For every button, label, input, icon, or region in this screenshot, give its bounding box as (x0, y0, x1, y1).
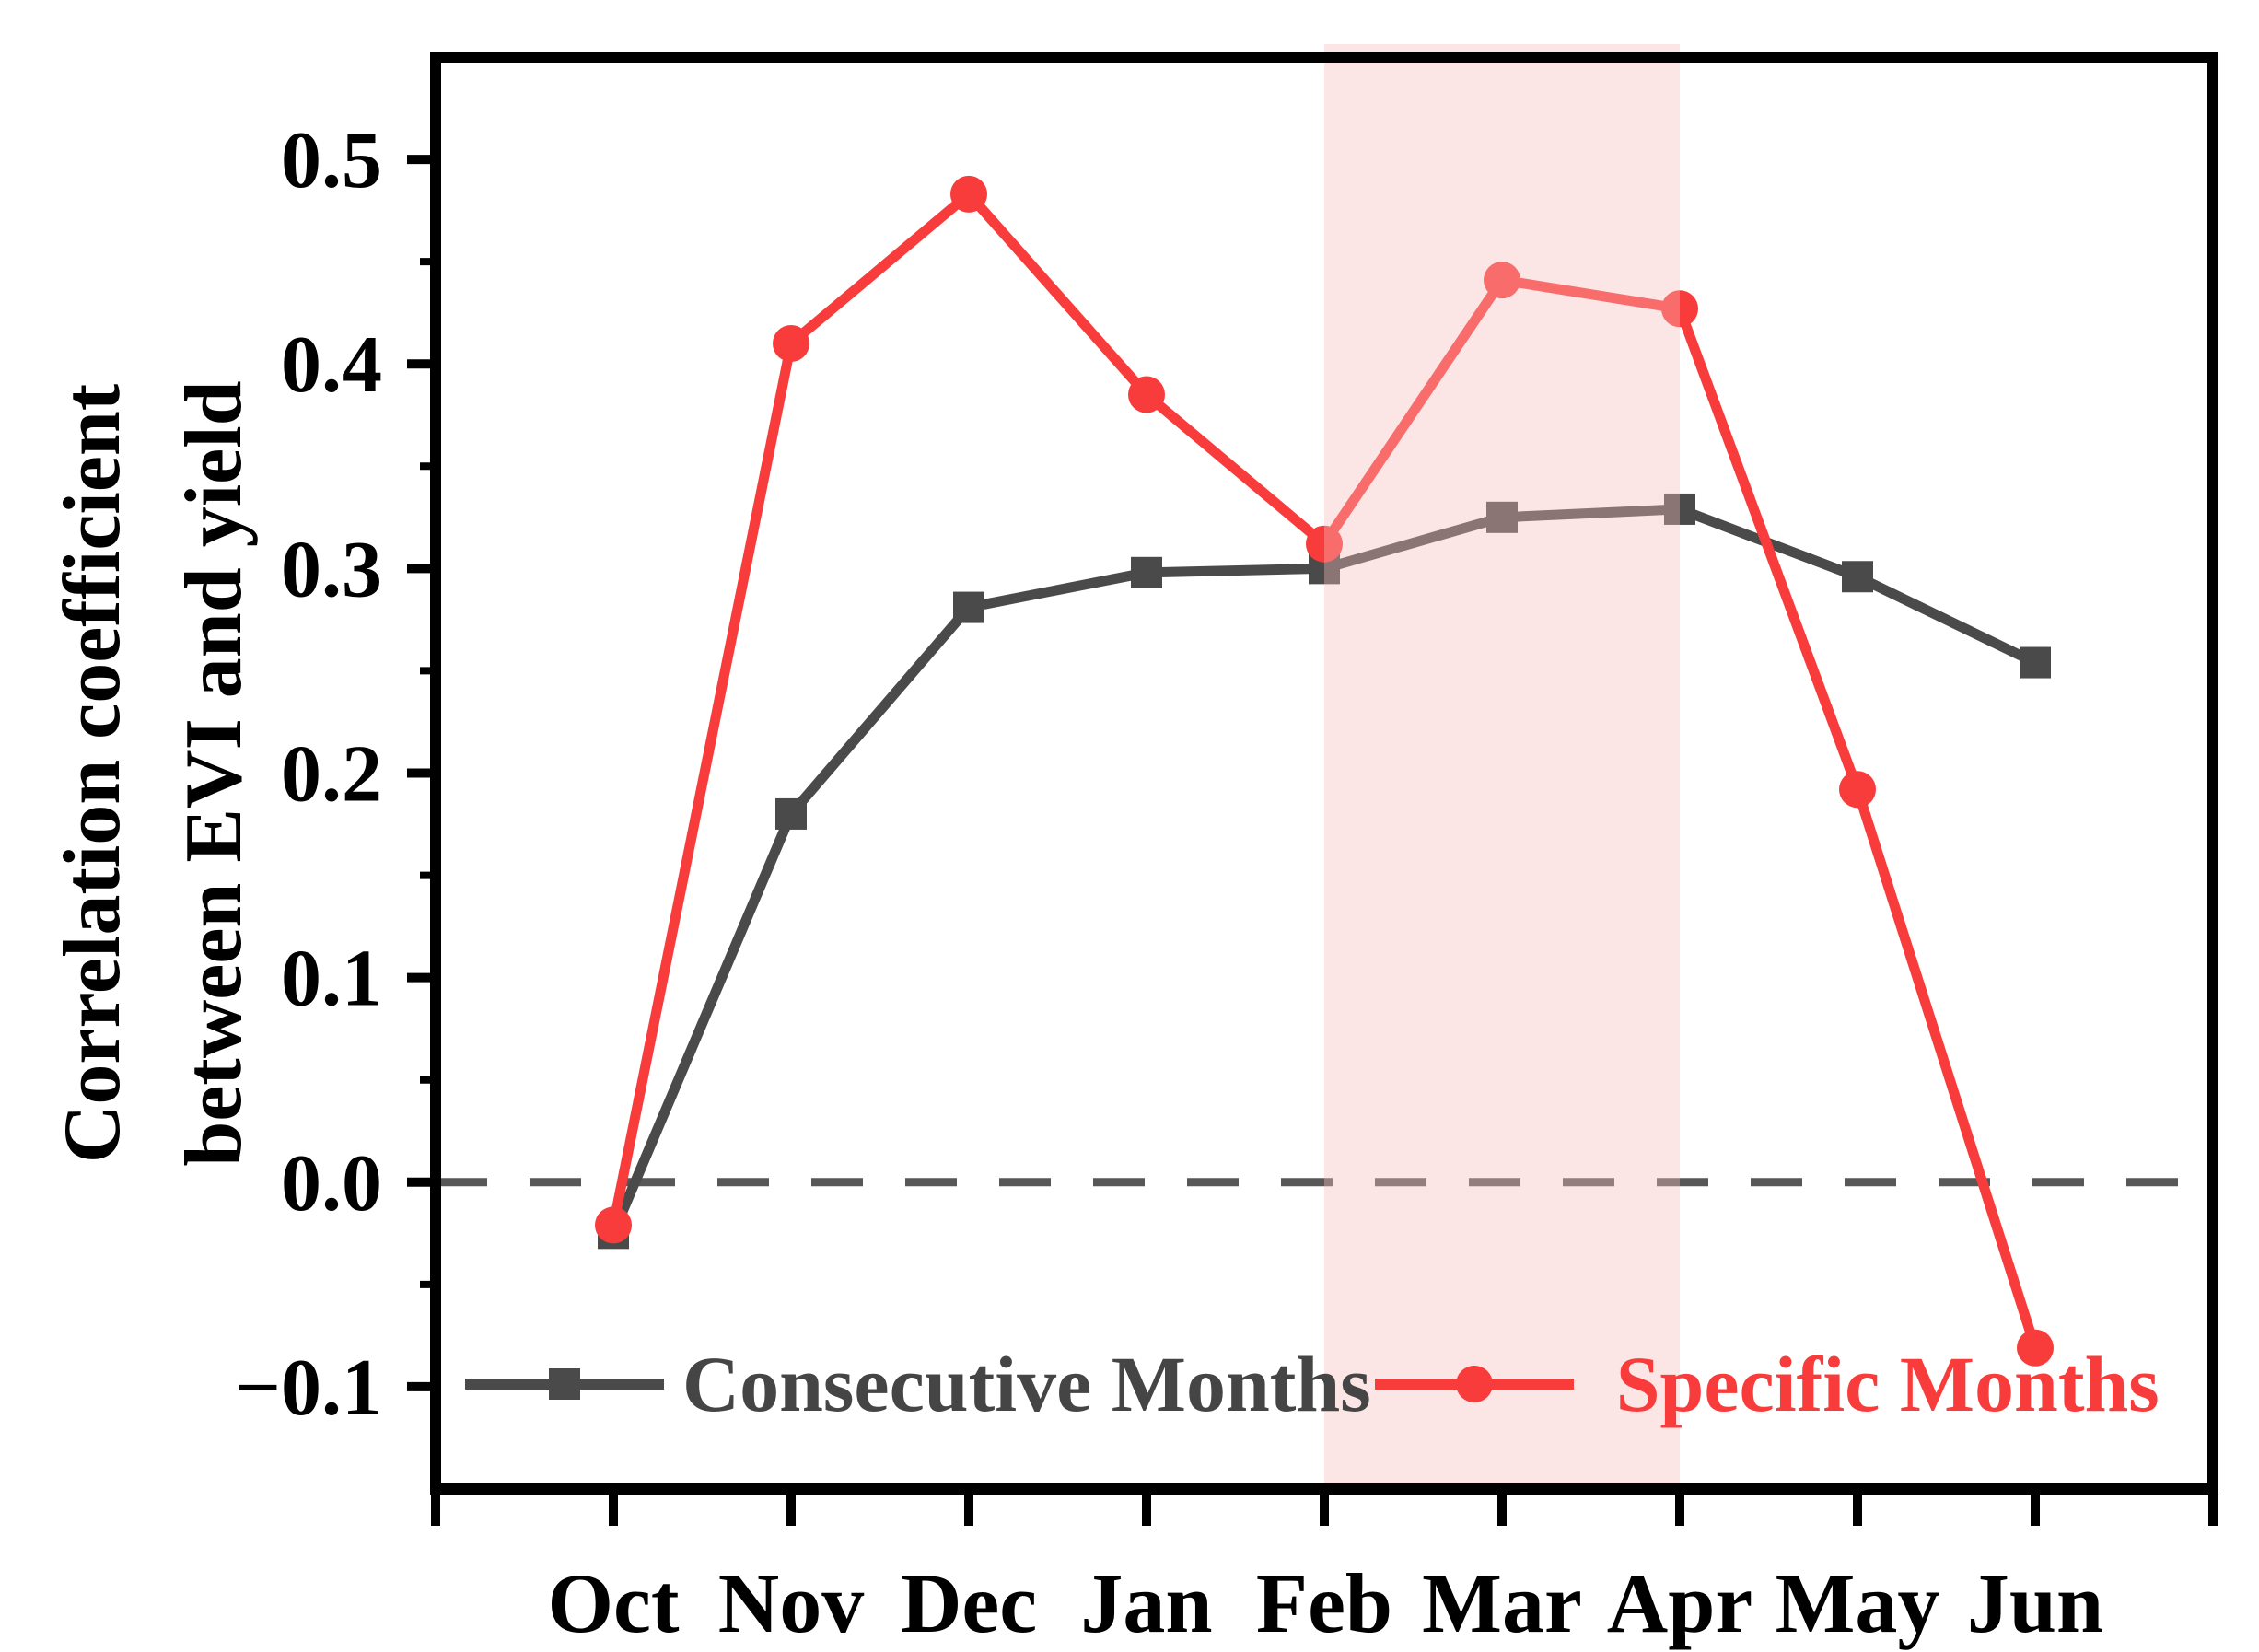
data-point-square-dec (953, 591, 984, 623)
square-marker-icon (549, 1368, 580, 1400)
y-axis-title: Correlation coefficient between EVI and … (32, 55, 275, 1492)
x-tick-label-apr: Apr (1607, 1556, 1752, 1650)
x-tick-label-dec: Dec (901, 1556, 1037, 1650)
data-point-square-jun (2020, 646, 2051, 679)
highlight-band (1324, 44, 1680, 1495)
y-tick-label-0.3: 0.3 (281, 525, 382, 614)
y-axis-title-line1: Correlation coefficient (48, 383, 137, 1164)
data-point-circle-mar (1484, 262, 1520, 299)
y-tick-label-0.0: 0.0 (281, 1139, 382, 1228)
y-tick-label-0.5: 0.5 (281, 116, 382, 205)
legend-label-consecutive: Consecutive Months (682, 1340, 1371, 1428)
x-tick-label-oct: Oct (547, 1556, 679, 1650)
data-point-circle-oct (595, 1206, 632, 1244)
y-axis-title-line2: between EVI and yield (169, 380, 259, 1167)
data-point-square-may (1842, 561, 1873, 593)
data-point-circle-nov (773, 325, 809, 362)
data-point-circle-may (1839, 771, 1876, 809)
data-point-square-nov (775, 797, 807, 830)
legend: Consecutive Months Specific Months (465, 1333, 2160, 1435)
data-point-square-jan (1131, 556, 1162, 588)
circle-marker-icon (1455, 1366, 1493, 1402)
x-tick-label-nov: Nov (718, 1556, 864, 1650)
y-tick-label-−0.1: −0.1 (235, 1344, 382, 1433)
y-tick-label-0.2: 0.2 (281, 730, 382, 820)
legend-label-specific: Specific Months (1615, 1340, 2160, 1428)
data-point-circle-apr (1661, 290, 1698, 328)
data-point-circle-dec (950, 175, 987, 213)
data-point-circle-feb (1306, 525, 1343, 563)
y-tick-label-0.1: 0.1 (281, 935, 382, 1024)
x-tick-label-feb: Feb (1256, 1556, 1392, 1650)
data-point-circle-jan (1128, 376, 1165, 413)
x-tick-label-mar: Mar (1422, 1556, 1582, 1650)
data-point-square-apr (1664, 493, 1695, 525)
data-point-square-mar (1486, 501, 1518, 533)
legend-line-consecutive (465, 1368, 664, 1400)
y-tick-label-0.4: 0.4 (281, 320, 382, 410)
x-tick-label-may: May (1776, 1556, 1940, 1650)
x-tick-label-jan: Jan (1080, 1556, 1212, 1650)
legend-line-specific (1374, 1366, 1574, 1402)
data-point-circle-jun (2017, 1329, 2054, 1367)
x-tick-label-jun: Jun (1967, 1556, 2103, 1650)
